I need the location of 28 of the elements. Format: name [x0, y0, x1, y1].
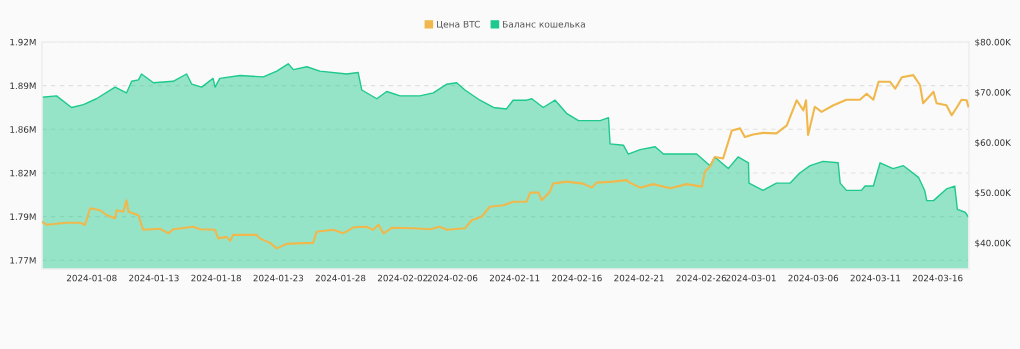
y-tick-label: 1.79M: [10, 213, 36, 221]
x-tick-label: 2024-02-26: [676, 274, 727, 282]
legend-label: Баланс кошелька: [502, 20, 585, 28]
y2-tick-label: $60.00K: [975, 139, 1012, 148]
y2-tick-label: $40.00K: [975, 239, 1012, 248]
y2-tick-label: $70.00K: [975, 88, 1012, 97]
x-tick-label: 2024-03-01: [726, 274, 776, 282]
x-tick-label: 2024-01-08: [66, 274, 117, 282]
y-tick-label: 1.92M: [10, 38, 36, 46]
y2-tick-label: $80.00K: [975, 38, 1012, 47]
x-tick-label: 2024-02-06: [427, 274, 478, 282]
y-tick-label: 1.77M: [10, 257, 36, 264]
x-tick-label: 2024-02-02: [377, 274, 428, 282]
x-tick-label: 2024-01-18: [191, 274, 241, 282]
x-tick-label: 2024-02-11: [489, 274, 540, 282]
y2-tick-label: $50.00K: [975, 189, 1012, 198]
x-tick-label: 2024-01-13: [129, 274, 179, 282]
legend-label: Цена BTC: [436, 20, 480, 29]
x-tick-label: 2024-02-16: [552, 274, 602, 282]
x-tick-label: 2024-03-16: [912, 274, 963, 282]
y-tick-label: 1.86M: [10, 126, 36, 133]
x-tick-label: 2024-02-21: [614, 274, 664, 282]
x-tick-label: 2024-03-06: [788, 274, 839, 282]
x-tick-label: 2024-01-28: [315, 274, 366, 282]
x-tick-label: 2024-01-23: [253, 274, 304, 282]
y-tick-label: 1.89M: [10, 82, 36, 90]
y-tick-label: 1.82M: [10, 169, 36, 177]
x-tick-label: 2024-03-11: [850, 274, 901, 282]
